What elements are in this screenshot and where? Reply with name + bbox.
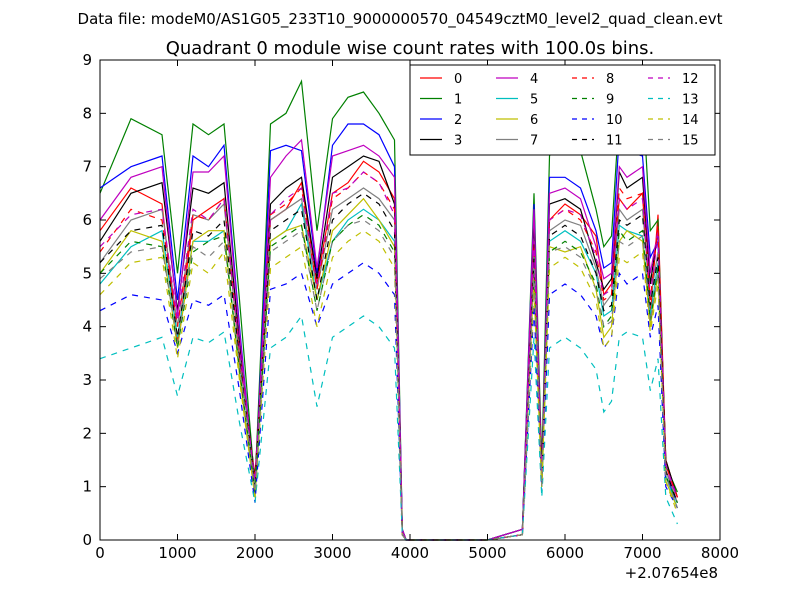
x-tick-label: 2000 [236, 544, 274, 562]
legend-label-1: 1 [454, 93, 462, 108]
legend-label-14: 14 [682, 113, 699, 128]
legend-label-12: 12 [682, 72, 699, 87]
legend-label-5: 5 [530, 93, 538, 108]
y-tick-label: 1 [82, 478, 92, 496]
x-tick-label: 1000 [158, 544, 196, 562]
axis-ticks: 0 1000 2000 3000 4000 5000 6000 7000 80000123456… [82, 51, 739, 562]
legend-label-9: 9 [606, 93, 614, 108]
figure-suptitle: Data file: modeM0/AS1G05_233T10_90000005… [78, 10, 723, 29]
x-offset-label: +2.07654e8 [625, 564, 718, 582]
legend-label-0: 0 [454, 72, 462, 87]
x-tick-label: 5000 [468, 544, 506, 562]
legend-label-6: 6 [530, 113, 538, 128]
x-tick-label: 4000 [391, 544, 429, 562]
y-tick-label: 5 [82, 264, 92, 282]
x-tick-label: 8000 [701, 544, 739, 562]
legend-label-7: 7 [530, 134, 538, 149]
y-tick-label: 7 [82, 158, 92, 176]
legend-box [409, 64, 716, 156]
x-tick-label: 6000 [546, 544, 584, 562]
series-line-13 [99, 314, 678, 541]
y-tick-label: 8 [82, 104, 92, 122]
legend-label-10: 10 [606, 113, 623, 128]
legend-label-8: 8 [606, 72, 614, 87]
series-layer [99, 79, 678, 541]
y-tick-label: 9 [82, 51, 92, 69]
x-tick-label: 0 [95, 544, 105, 562]
y-tick-label: 2 [82, 424, 92, 442]
legend-label-13: 13 [682, 93, 699, 108]
chart-title: Quadrant 0 module wise count rates with … [166, 38, 655, 59]
legend-label-4: 4 [530, 72, 538, 87]
legend-label-11: 11 [606, 134, 623, 149]
legend-label-2: 2 [454, 113, 462, 128]
series-line-14 [99, 229, 678, 541]
y-tick-label: 0 [82, 531, 92, 549]
series-line-6 [99, 197, 678, 541]
series-line-15 [99, 219, 678, 541]
y-tick-label: 3 [82, 371, 92, 389]
legend-label-15: 15 [682, 134, 699, 149]
y-tick-label: 6 [82, 211, 92, 229]
legend-label-3: 3 [454, 134, 462, 149]
x-tick-label: 7000 [623, 544, 661, 562]
series-line-10 [99, 261, 678, 541]
series-line-12 [99, 171, 678, 541]
series-line-4 [99, 138, 678, 541]
x-tick-label: 3000 [313, 544, 351, 562]
y-tick-label: 4 [82, 318, 92, 336]
